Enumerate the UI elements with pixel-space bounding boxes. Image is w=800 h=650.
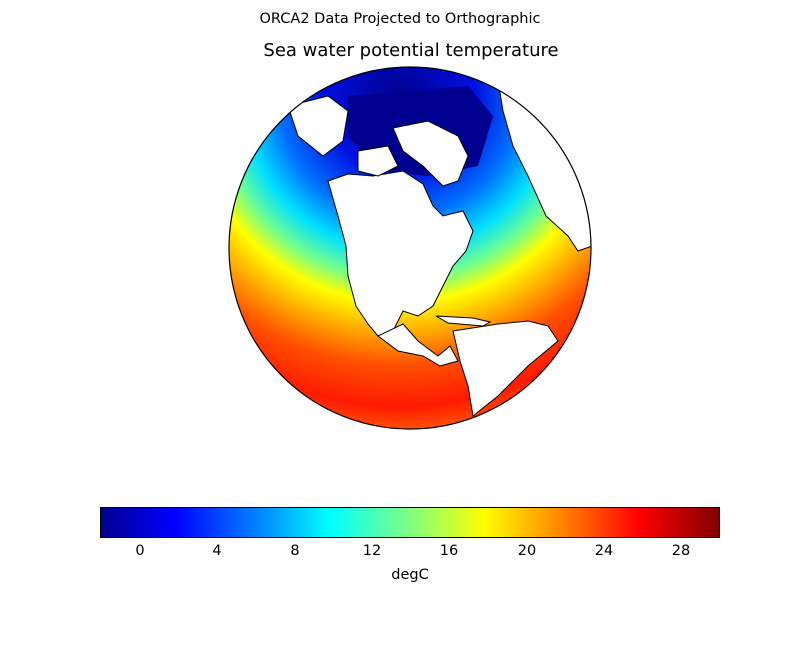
greenland-landmass [392, 120, 469, 187]
colorbar-tick-28: 28 [671, 543, 691, 559]
colorbar-tick-12: 12 [362, 543, 382, 559]
colorbar-tick-16: 16 [439, 543, 459, 559]
colorbar-label: degC [391, 567, 429, 583]
alaska-landmass [287, 95, 349, 157]
central-america-landmass [377, 323, 459, 367]
south-america-landmass [452, 320, 559, 417]
axes-title: Sea water potential temperature [263, 40, 559, 61]
globe-boundary [228, 66, 592, 430]
colorbar-tick-24: 24 [594, 543, 614, 559]
colorbar-tick-20: 20 [517, 543, 537, 559]
arctic-islands [357, 145, 399, 177]
colorbar [100, 507, 720, 538]
caribbean-islands [435, 315, 492, 327]
north-america-landmass [327, 170, 474, 337]
colorbar-tick-0: 0 [135, 543, 145, 559]
figure-suptitle: ORCA2 Data Projected to Orthographic [259, 11, 541, 27]
colorbar-tick-4: 4 [212, 543, 222, 559]
orthographic-globe-map [228, 66, 592, 430]
colorbar-tick-8: 8 [290, 543, 300, 559]
